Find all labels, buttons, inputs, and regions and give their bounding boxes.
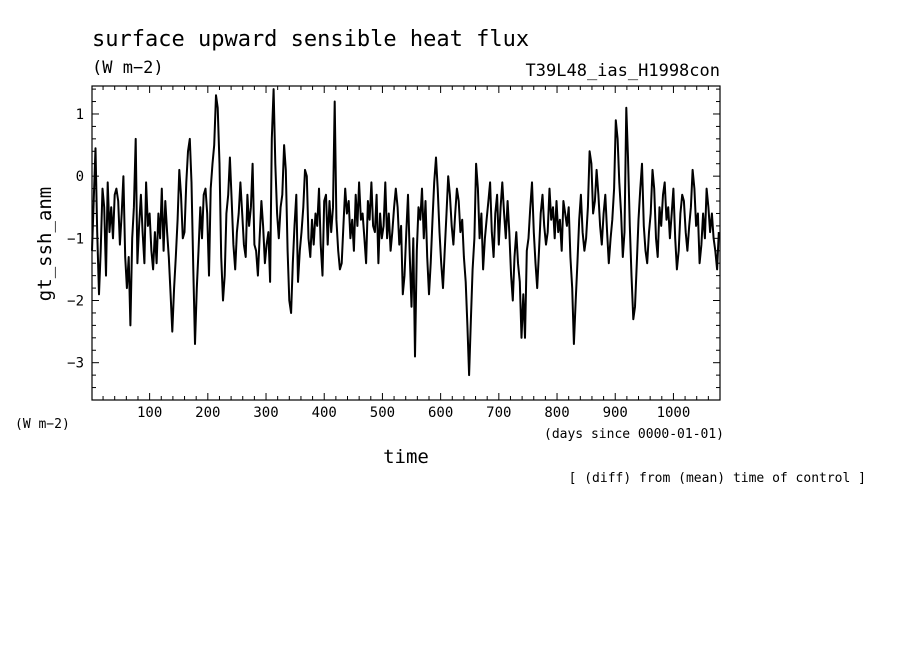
x-tick-label: 1000 (657, 405, 691, 421)
x-tick-label: 300 (253, 405, 278, 421)
x-tick-label: 900 (603, 405, 628, 421)
title-units: (W m−2) (92, 58, 164, 78)
x-tick-label: 700 (486, 405, 511, 421)
x-tick-label: 100 (137, 405, 162, 421)
experiment-label: T39L48_ias_H1998con (526, 61, 720, 81)
x-tick-label: 200 (195, 405, 220, 421)
y-tick-label: −3 (67, 356, 84, 372)
x-axis-label: time (383, 446, 429, 468)
y-axis-label-group: gt_ssh_anm (34, 187, 56, 301)
x-units-label: (days since 0000-01-01) (544, 427, 724, 442)
y-tick-label: −1 (67, 231, 84, 247)
y-tick-label: −2 (67, 294, 84, 310)
y-axis-label: gt_ssh_anm (34, 187, 56, 301)
x-tick-label: 800 (544, 405, 569, 421)
series-line (91, 88, 720, 377)
y-tick-label: 1 (76, 107, 84, 123)
axis-ticks (92, 86, 721, 401)
footnote: [ (diff) from (mean) time of control ] (569, 471, 866, 486)
axis-tick-labels: 100 200 300 400 500 600 700 800 900 1000 1 0 −1 −2 −3 (67, 107, 690, 421)
y-units-label: (W m−2) (15, 417, 70, 432)
y-tick-label: 0 (76, 169, 84, 185)
x-tick-label: 500 (370, 405, 395, 421)
chart-title: surface upward sensible heat flux (92, 27, 529, 52)
x-tick-label: 600 (428, 405, 453, 421)
plot-frame (91, 85, 721, 401)
x-tick-label: 400 (312, 405, 337, 421)
